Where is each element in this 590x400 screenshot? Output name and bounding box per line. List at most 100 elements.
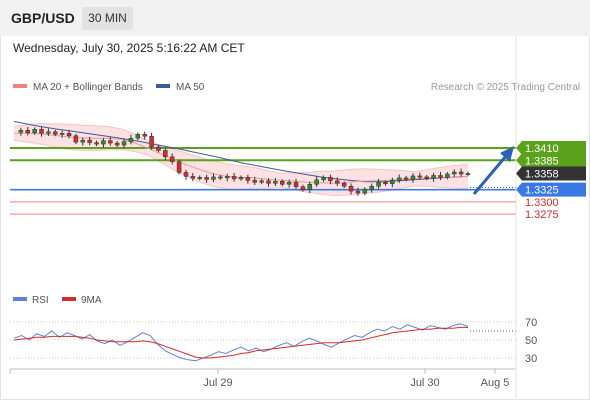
- candle: [362, 187, 368, 196]
- candle-body: [293, 182, 299, 187]
- candle: [259, 178, 264, 185]
- candle-body: [156, 146, 161, 151]
- candle-body: [135, 134, 141, 139]
- candle: [445, 172, 450, 180]
- rsi-legend-label: RSI: [32, 295, 49, 306]
- candle: [390, 177, 395, 188]
- legend-swatch: [13, 84, 27, 88]
- candle: [417, 172, 423, 180]
- price-tag-box: [516, 153, 586, 168]
- candle: [46, 128, 51, 136]
- candle: [224, 173, 230, 182]
- candle: [266, 178, 271, 187]
- candle-body: [286, 182, 292, 185]
- candle: [300, 184, 306, 192]
- price-label-1-3325: 1.3325: [516, 182, 586, 197]
- candle-body: [46, 131, 51, 134]
- candle-body: [465, 173, 471, 175]
- candle: [396, 174, 402, 184]
- candle-body: [169, 156, 175, 162]
- candle-body: [66, 133, 72, 137]
- candle: [87, 136, 92, 146]
- candle: [25, 126, 31, 136]
- candle-body: [18, 130, 24, 133]
- candle-body: [328, 177, 333, 182]
- rsi-ma-line: [13, 326, 468, 359]
- price-label-1-3300: 1.3300: [525, 197, 559, 209]
- price-label-1-3385: 1.3385: [516, 153, 586, 168]
- datetime-label: Wednesday, July 30, 2025 5:16:22 AM CET: [13, 41, 245, 55]
- rsi-tick-label: 50: [525, 335, 537, 347]
- candle-body: [87, 139, 92, 143]
- candle-body: [451, 171, 457, 175]
- candle-body: [114, 142, 120, 146]
- candle: [280, 179, 285, 187]
- candle: [231, 172, 237, 182]
- legend-label: MA 20 + Bollinger Bands: [33, 82, 143, 93]
- candle: [169, 153, 175, 165]
- candle-body: [231, 176, 237, 180]
- candle-body: [458, 171, 464, 175]
- forecast-arrow-head: [500, 146, 514, 162]
- rsi-tick-label: 70: [525, 317, 537, 329]
- candle: [218, 174, 223, 180]
- candle: [197, 175, 202, 181]
- candle-body: [410, 175, 416, 180]
- candle: [94, 140, 99, 147]
- candle: [252, 176, 258, 185]
- candle: [149, 132, 154, 150]
- candle-body: [59, 133, 65, 135]
- candle-body: [314, 179, 319, 185]
- price-label-1-3410: 1.3410: [516, 141, 586, 155]
- candle: [18, 127, 24, 136]
- price-tag-text: 1.3410: [525, 143, 559, 155]
- candle-body: [190, 176, 196, 179]
- candle: [176, 159, 182, 175]
- candle-body: [273, 181, 278, 184]
- candle-body: [445, 173, 450, 178]
- candle-body: [53, 131, 58, 135]
- candle-body: [128, 137, 134, 142]
- candle: [121, 138, 127, 149]
- candle: [190, 172, 196, 182]
- rsi-legend-swatch: [13, 297, 27, 301]
- candle-body: [245, 177, 251, 181]
- candle: [39, 126, 44, 137]
- rsi-tick-label: 30: [525, 353, 537, 365]
- candle-body: [176, 161, 182, 173]
- candle: [383, 180, 388, 186]
- candle: [314, 176, 319, 187]
- candle: [348, 183, 354, 195]
- x-tick-label: Jul 29: [203, 377, 232, 389]
- candle: [183, 169, 189, 180]
- candle-body: [307, 184, 313, 190]
- candle: [53, 129, 58, 137]
- x-tick-label: Aug 5: [481, 377, 510, 389]
- price-tag-box: [516, 166, 586, 181]
- price-tag-text: 1.3325: [525, 185, 559, 197]
- timeframe-badge[interactable]: 30 MIN: [82, 7, 133, 30]
- candle-body: [355, 190, 361, 194]
- candle: [80, 137, 86, 146]
- candle-body: [101, 140, 106, 145]
- rsi-line: [13, 323, 469, 362]
- candle-body: [39, 129, 44, 134]
- candle-body: [211, 176, 216, 180]
- candle: [59, 130, 65, 138]
- candle-body: [25, 130, 31, 134]
- candle: [135, 132, 141, 141]
- candle: [403, 175, 409, 182]
- forecast-arrow-shaft: [472, 155, 508, 195]
- candle: [114, 141, 120, 148]
- candle: [156, 145, 161, 153]
- candle: [458, 168, 464, 177]
- candle-body: [431, 175, 436, 179]
- candle-body: [32, 129, 37, 134]
- price-tag-box: [516, 141, 586, 155]
- candle-body: [183, 172, 189, 177]
- candle: [101, 137, 106, 148]
- candle-body: [403, 177, 409, 180]
- candle-body: [142, 134, 147, 137]
- candle: [321, 175, 326, 182]
- candle: [410, 173, 416, 183]
